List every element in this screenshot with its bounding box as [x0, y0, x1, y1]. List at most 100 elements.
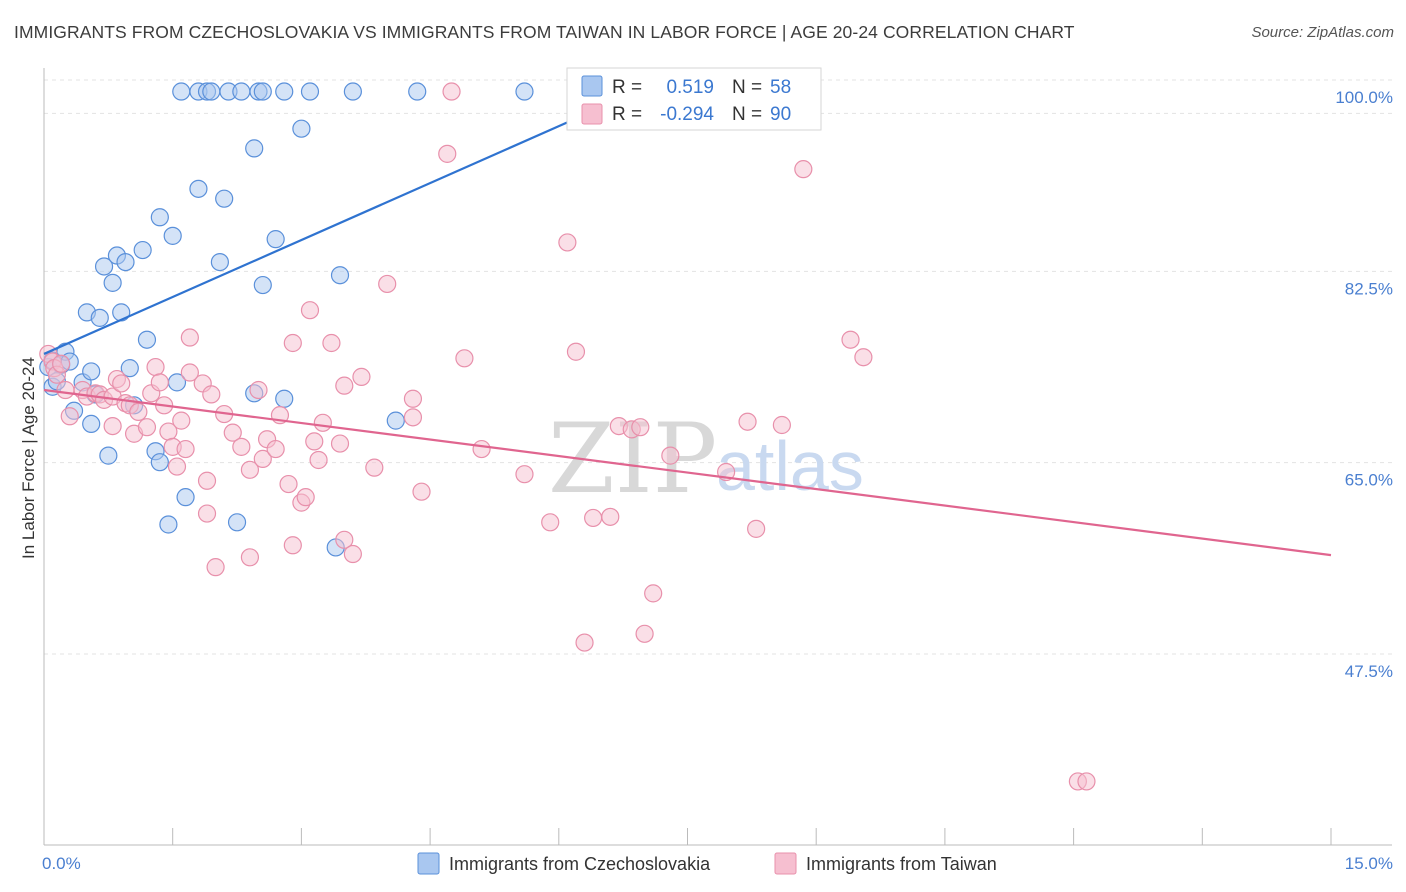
point-taiwan-28	[172, 411, 191, 430]
point-czechoslovakia-44	[253, 82, 272, 101]
point-czechoslovakia-47	[275, 82, 294, 101]
point-czechoslovakia-27	[159, 515, 178, 534]
point-taiwan-57	[330, 434, 350, 453]
point-czechoslovakia-36	[210, 252, 229, 272]
point-czechoslovakia-45	[253, 275, 272, 295]
legend-label-taiwan[interactable]: Immigrants from Taiwan	[806, 854, 997, 874]
legend-swatch-czechoslovakia[interactable]	[417, 852, 440, 875]
point-czechoslovakia-43	[245, 139, 264, 158]
point-taiwan-20	[137, 418, 157, 437]
x-tick-labels: 0.0% 15.0%	[42, 854, 1393, 873]
point-taiwan-41	[240, 548, 260, 567]
point-czechoslovakia-53	[343, 82, 362, 101]
point-taiwan-19	[129, 402, 148, 421]
point-taiwan-74	[566, 342, 586, 361]
point-taiwan-51	[296, 488, 315, 507]
point-czechoslovakia-22	[133, 240, 152, 260]
point-taiwan-66	[412, 482, 431, 501]
point-czechoslovakia-56	[515, 82, 534, 101]
point-taiwan-31	[180, 328, 199, 347]
y-axis-label: In Labor Force | Age 20-24	[19, 357, 38, 559]
stats-n-label-2: N =	[732, 104, 762, 125]
point-taiwan-40	[240, 460, 260, 479]
stats-legend-box: R = 0.519 N = 58 R = -0.294 N = 90	[566, 67, 822, 131]
point-taiwan-49	[283, 536, 302, 555]
point-taiwan-80	[631, 418, 650, 437]
point-taiwan-5	[56, 380, 75, 400]
x-tick-label-1: 15.0%	[1345, 854, 1393, 873]
trendline-czechoslovakia	[43, 79, 663, 355]
trendline-taiwan	[43, 388, 1332, 557]
watermark: ZIP atlas	[548, 403, 864, 515]
legend-swatch-taiwan[interactable]	[774, 852, 797, 875]
point-czechoslovakia-16	[103, 273, 122, 292]
point-taiwan-73	[558, 233, 577, 252]
point-taiwan-89	[841, 330, 860, 349]
y-tick-label-2: 65.0%	[1345, 471, 1393, 490]
x-tick-label-0: 0.0%	[42, 854, 81, 873]
point-taiwan-30	[180, 363, 199, 382]
point-taiwan-62	[365, 458, 384, 477]
point-taiwan-85	[738, 412, 757, 431]
point-czechoslovakia-19	[116, 252, 135, 272]
y-tick-label-0: 100.0%	[1335, 88, 1393, 107]
point-czechoslovakia-35	[202, 82, 221, 101]
point-taiwan-67	[442, 82, 461, 101]
point-czechoslovakia-30	[172, 82, 191, 101]
point-taiwan-88	[794, 160, 813, 179]
legend-label-czechoslovakia[interactable]: Immigrants from Czechoslovakia	[449, 854, 711, 874]
point-taiwan-35	[202, 385, 221, 404]
point-taiwan-27	[167, 457, 187, 476]
point-czechoslovakia-20	[120, 359, 139, 378]
source-credit: Source: ZipAtlas.com	[1251, 24, 1394, 41]
point-taiwan-56	[322, 333, 341, 353]
point-czechoslovakia-13	[90, 308, 109, 327]
point-taiwan-33	[197, 471, 217, 490]
stats-r-label-2: R =	[612, 104, 642, 125]
point-czechoslovakia-49	[292, 119, 311, 138]
point-taiwan-53	[305, 432, 324, 451]
point-czechoslovakia-52	[330, 266, 350, 285]
point-taiwan-38	[223, 423, 242, 442]
point-taiwan-58	[335, 376, 354, 395]
point-taiwan-29	[176, 439, 195, 459]
trendlines	[43, 79, 1332, 557]
point-czechoslovakia-10	[82, 362, 101, 381]
point-czechoslovakia-37	[215, 189, 234, 208]
point-taiwan-72	[541, 513, 560, 532]
stats-n-label-1: N =	[732, 77, 762, 98]
point-taiwan-4	[52, 354, 71, 373]
gridlines	[44, 79, 1392, 655]
stats-r-label-1: R =	[612, 77, 642, 98]
y-tick-label-3: 47.5%	[1345, 662, 1393, 681]
point-taiwan-34	[197, 504, 217, 523]
point-taiwan-54	[309, 450, 328, 470]
point-taiwan-36	[206, 558, 225, 577]
point-taiwan-42	[249, 380, 268, 400]
stats-n-value-1: 58	[770, 77, 791, 98]
point-taiwan-82	[644, 584, 663, 603]
point-taiwan-55	[313, 413, 332, 432]
axes	[43, 68, 1392, 846]
chart-title: IMMIGRANTS FROM CZECHOSLOVAKIA VS IMMIGR…	[14, 22, 1075, 42]
bottom-legend: Immigrants from Czechoslovakia Immigrant…	[417, 852, 997, 875]
point-taiwan-81	[635, 624, 654, 643]
point-taiwan-92	[1077, 772, 1096, 791]
point-taiwan-87	[772, 415, 791, 435]
point-taiwan-23	[150, 373, 169, 392]
point-taiwan-71	[515, 465, 534, 484]
stats-swatch-blue	[581, 75, 603, 97]
point-taiwan-60	[343, 544, 362, 564]
point-czechoslovakia-26	[150, 208, 169, 227]
point-czechoslovakia-23	[137, 330, 157, 349]
y-tick-labels: 100.0% 82.5% 65.0% 47.5%	[1335, 88, 1393, 681]
point-czechoslovakia-31	[176, 488, 195, 507]
x-ticks	[43, 828, 1332, 845]
stats-r-value-1: 0.519	[666, 77, 714, 98]
point-taiwan-83	[661, 446, 680, 465]
point-taiwan-48	[283, 333, 302, 353]
point-taiwan-43	[253, 449, 272, 468]
point-taiwan-86	[747, 519, 766, 538]
point-taiwan-63	[378, 274, 397, 294]
